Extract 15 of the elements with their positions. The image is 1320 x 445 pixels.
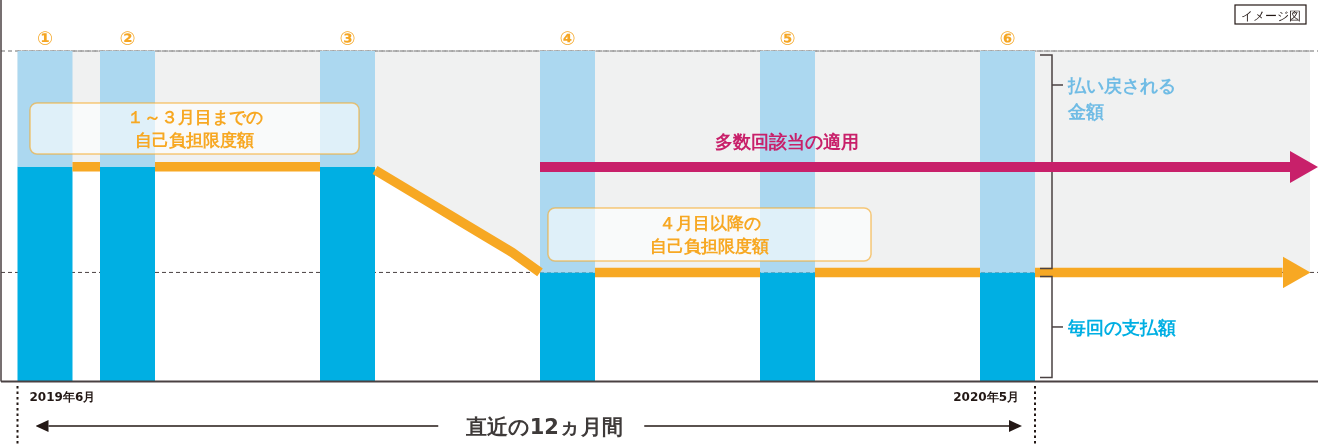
x-tick-label: ② bbox=[119, 27, 136, 49]
x-tick-label: ③ bbox=[339, 27, 356, 49]
series-label: 払い戻される金額 bbox=[1067, 74, 1176, 122]
text: 2020年5月 bbox=[953, 390, 1019, 404]
annotation: ４月目以降の自己負担限度額 bbox=[650, 213, 769, 256]
annotation: １～３月目までの自己負担限度額 bbox=[126, 107, 263, 150]
x-tick-label: ⑤ bbox=[779, 27, 796, 49]
annotation: 多数回該当の適用 bbox=[715, 131, 859, 152]
text: イメージ図 bbox=[1240, 8, 1301, 23]
x-tick-label: ④ bbox=[559, 27, 576, 49]
text: 直近の12ヵ月間 bbox=[464, 415, 623, 439]
text: 2019年6月 bbox=[29, 390, 96, 404]
x-tick-label: ⑥ bbox=[999, 27, 1016, 49]
series-label: 毎回の支払額 bbox=[1067, 316, 1176, 338]
x-tick-label: ① bbox=[36, 27, 54, 49]
